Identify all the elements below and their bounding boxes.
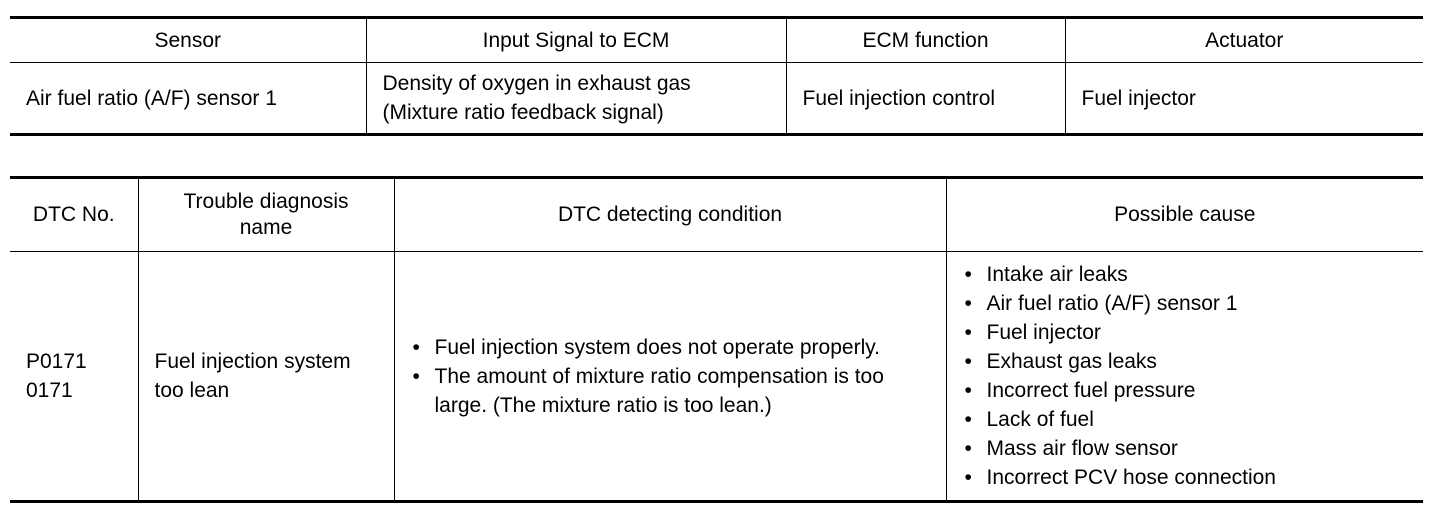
input-signal-line-1: Density of oxygen in exhaust gas: [382, 72, 691, 95]
header-input-signal: Input Signal to ECM: [365, 17, 786, 63]
cell-input-signal: Density of oxygen in exhaust gas (Mixtur…: [365, 62, 786, 135]
cell-sensor: Air fuel ratio (A/F) sensor 1: [26, 86, 277, 110]
list-item: Fuel injector: [963, 318, 1408, 347]
cell-possible-cause: Intake air leaks Air fuel ratio (A/F) se…: [945, 251, 1423, 502]
table-row: Air fuel ratio (A/F) sensor 1 Density of…: [10, 62, 1423, 135]
list-item: Fuel injection system does not operate p…: [411, 333, 930, 362]
header-trouble-name-line-1: Trouble diagnosis: [183, 190, 349, 213]
header-sensor: Sensor: [10, 17, 366, 63]
dtc-code-short: 0171: [26, 379, 73, 402]
cell-dtc-no: P0171 0171: [10, 252, 138, 502]
cell-actuator: Fuel injector: [1064, 62, 1423, 135]
list-item: Intake air leaks: [963, 260, 1408, 289]
dtc-header-row: DTC No. Trouble diagnosis name DTC detec…: [10, 177, 1423, 252]
trouble-name-line-2: too lean: [154, 379, 230, 402]
cause-list: Intake air leaks Air fuel ratio (A/F) se…: [963, 260, 1408, 492]
trouble-name-line-1: Fuel injection system: [154, 350, 351, 373]
header-detecting-condition: DTC detecting condition: [393, 177, 946, 252]
cell-ecm-function: Fuel injection control: [785, 62, 1065, 135]
header-possible-cause: Possible cause: [945, 177, 1423, 252]
header-ecm-function: ECM function: [785, 17, 1065, 63]
list-item: Air fuel ratio (A/F) sensor 1: [963, 289, 1408, 318]
input-signal-line-2: (Mixture ratio feedback signal): [382, 101, 664, 124]
header-actuator: Actuator: [1064, 17, 1423, 63]
signals-header-row: Sensor Input Signal to ECM ECM function …: [10, 17, 1423, 63]
condition-list: Fuel injection system does not operate p…: [411, 333, 930, 420]
header-trouble-name-line-2: name: [239, 216, 293, 239]
list-item: Exhaust gas leaks: [963, 347, 1408, 376]
dtc-table: DTC No. Trouble diagnosis name DTC detec…: [10, 176, 1423, 503]
cell-detecting-condition: Fuel injection system does not operate p…: [393, 251, 946, 502]
table-row: P0171 0171 Fuel injection system too lea…: [10, 251, 1423, 502]
header-trouble-name: Trouble diagnosis name: [137, 177, 394, 252]
list-item: Mass air flow sensor: [963, 434, 1408, 463]
cell-trouble-name: Fuel injection system too lean: [137, 251, 394, 502]
list-item: Incorrect PCV hose connection: [963, 463, 1408, 492]
list-item: Incorrect fuel pressure: [963, 376, 1408, 405]
dtc-code: P0171: [26, 350, 87, 373]
signals-table: Sensor Input Signal to ECM ECM function …: [10, 16, 1423, 136]
header-dtc-no: DTC No.: [10, 177, 138, 252]
list-item: The amount of mixture ratio compensation…: [411, 362, 930, 420]
list-item: Lack of fuel: [963, 405, 1408, 434]
